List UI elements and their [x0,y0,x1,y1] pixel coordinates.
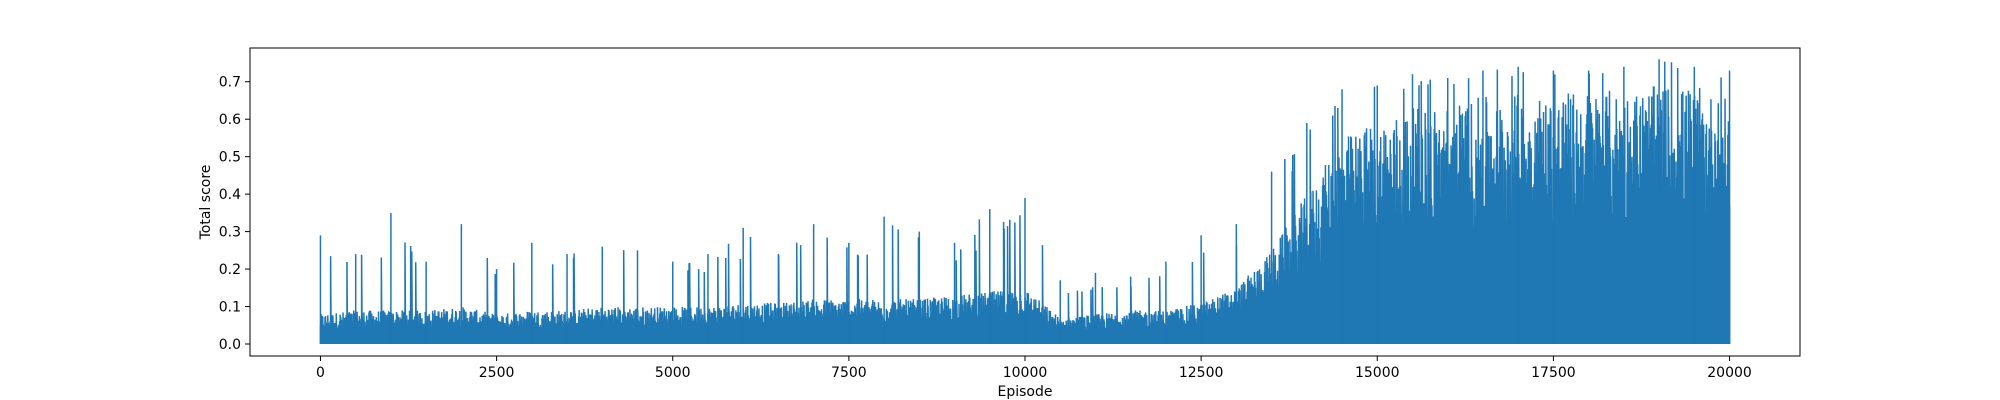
x-tick-label: 10000 [1003,365,1048,381]
x-axis: 0 2500 5000 7500 10000 12500 15000 17500 20000 [316,356,1752,381]
x-axis-label: Episode [998,384,1053,400]
y-tick-label: 0.5 [219,150,241,166]
x-tick-label: 15000 [1355,365,1400,381]
y-tick-label: 0.0 [219,337,241,353]
y-tick-label: 0.2 [219,262,241,278]
plot-area [319,59,1731,345]
y-tick-label: 0.3 [219,225,241,241]
x-tick-label: 0 [316,365,325,381]
x-tick-label: 5000 [655,365,691,381]
y-axis-label: Total score [198,165,214,241]
x-tick-label: 17500 [1531,365,1576,381]
y-tick-label: 0.6 [219,112,241,128]
x-tick-label: 2500 [479,365,515,381]
y-axis: 0.0 0.1 0.2 0.3 0.4 0.5 0.6 0.7 [219,75,250,353]
x-tick-label: 12500 [1179,365,1224,381]
y-tick-label: 0.4 [219,187,241,203]
x-tick-label: 7500 [831,365,867,381]
y-tick-label: 0.7 [219,75,241,91]
y-tick-label: 0.1 [219,300,241,316]
x-tick-label: 20000 [1707,365,1752,381]
